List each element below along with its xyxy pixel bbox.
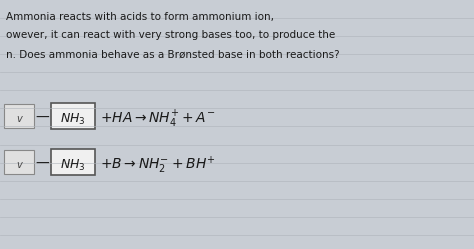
FancyBboxPatch shape: [4, 150, 34, 174]
Text: $\mathit{NH_3}$: $\mathit{NH_3}$: [60, 112, 86, 126]
Text: owever, it can react with very strong bases too, to produce the: owever, it can react with very strong ba…: [6, 30, 335, 40]
Text: $\mathit{NH_3}$: $\mathit{NH_3}$: [60, 157, 86, 173]
Text: v: v: [16, 160, 22, 170]
Text: v: v: [16, 114, 22, 124]
Text: $+ HA \rightarrow NH_{4}^{+} + A^{-}$: $+ HA \rightarrow NH_{4}^{+} + A^{-}$: [100, 108, 216, 130]
Text: n. Does ammonia behave as a Brønsted base in both reactions?: n. Does ammonia behave as a Brønsted bas…: [6, 50, 340, 60]
Text: Ammonia reacts with acids to form ammonium ion,: Ammonia reacts with acids to form ammoni…: [6, 12, 274, 22]
FancyBboxPatch shape: [51, 149, 95, 175]
Text: —: —: [35, 111, 49, 125]
FancyBboxPatch shape: [51, 103, 95, 129]
Text: $+ B \rightarrow NH_{2}^{-} + BH^{+}$: $+ B \rightarrow NH_{2}^{-} + BH^{+}$: [100, 154, 215, 176]
FancyBboxPatch shape: [4, 104, 34, 128]
Text: —: —: [35, 157, 49, 171]
